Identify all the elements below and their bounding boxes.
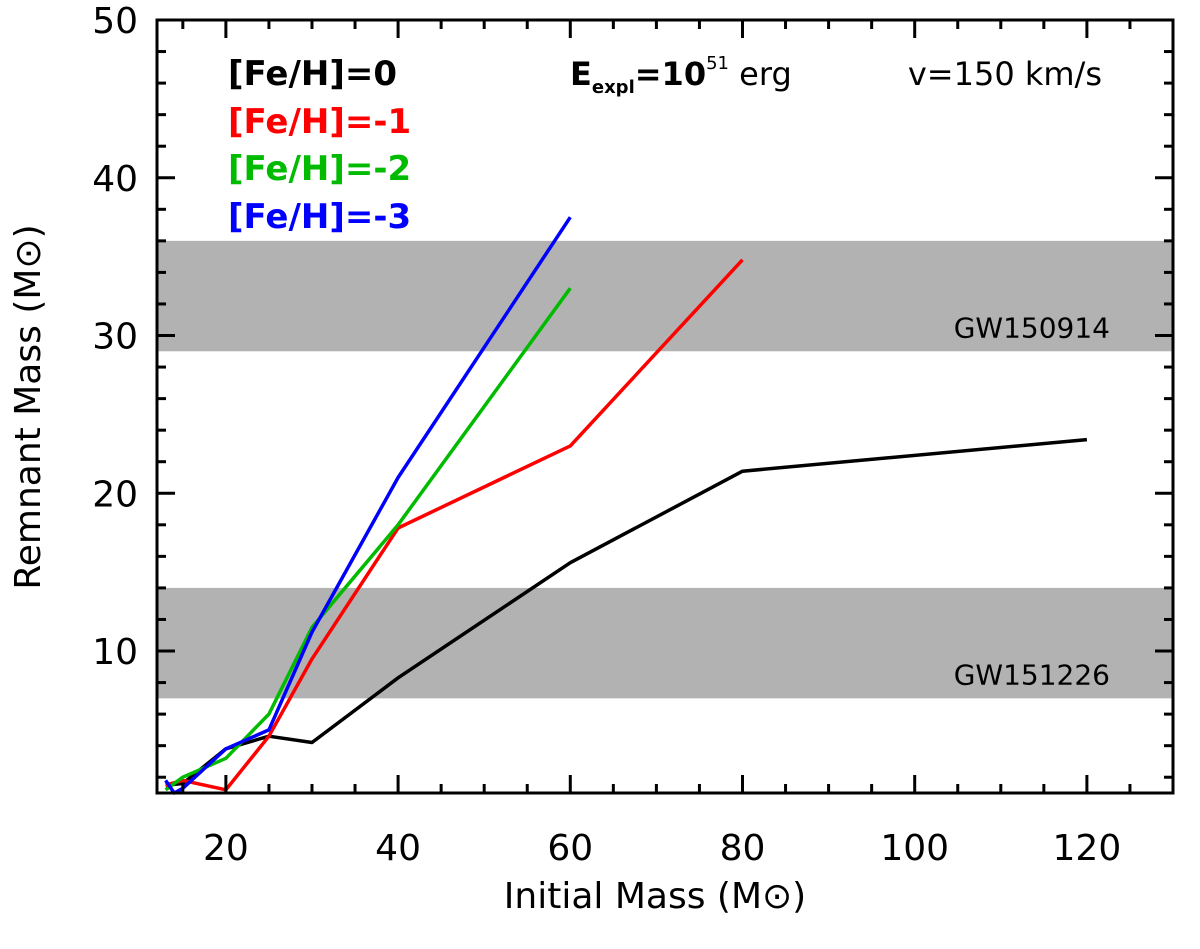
- legend-entry-3: [Fe/H]=-3: [228, 197, 411, 237]
- legend-entry-0: [Fe/H]=0: [228, 54, 397, 94]
- energy-suffix: erg: [729, 55, 792, 93]
- legend-entry-value: 0: [373, 54, 397, 94]
- y-tick-label: 40: [92, 159, 138, 200]
- legend-entry-prefix: [Fe/H]=: [228, 197, 373, 237]
- x-tick-label: 20: [203, 828, 249, 869]
- y-tick-label: 10: [92, 632, 138, 673]
- y-tick-label: 30: [92, 317, 138, 358]
- legend-entry-prefix: [Fe/H]=: [228, 102, 373, 142]
- energy-prefix: E: [570, 55, 592, 93]
- y-tick-label: 20: [92, 474, 138, 515]
- y-axis-label: Remnant Mass (M⊙): [8, 224, 49, 589]
- legend-entry-prefix: [Fe/H]=: [228, 149, 373, 189]
- energy-subscript: expl: [592, 77, 635, 98]
- energy-exponent: 51: [706, 53, 729, 74]
- lines-layer: [164, 216, 1088, 795]
- x-tick-label: 120: [1053, 828, 1122, 869]
- band-label-gw150914: GW150914: [954, 311, 1110, 344]
- legend-entry-value: -2: [373, 149, 411, 189]
- band-gw150914: [157, 240, 1173, 352]
- x-axis-label: Initial Mass (M⊙): [504, 876, 806, 917]
- legend-entry-prefix: [Fe/H]=: [228, 54, 373, 94]
- x-tick-label: 40: [375, 828, 421, 869]
- energy-mid: =10: [635, 55, 706, 93]
- plot-frame: [155, 18, 1175, 795]
- x-tick-label: 60: [547, 828, 593, 869]
- velocity-annotation: v=150 km/s: [908, 55, 1102, 93]
- legend: [Fe/H]=0 [Fe/H]=-1 [Fe/H]=-2 [Fe/H]=-3: [228, 54, 411, 237]
- y-tick-label: 50: [92, 1, 138, 42]
- legend-entry-1: [Fe/H]=-1: [228, 102, 411, 142]
- legend-entry-value: -1: [373, 102, 411, 142]
- legend-entry-value: -3: [373, 197, 411, 237]
- x-tick-label: 80: [720, 828, 766, 869]
- x-tick-label: 100: [880, 828, 949, 869]
- ticks-layer: 20 40 60 80 100 120 10 20 30 40 50: [92, 1, 1173, 869]
- legend-entry-2: [Fe/H]=-2: [228, 149, 411, 189]
- explosion-energy-annotation: Eexpl=1051 erg: [570, 53, 792, 98]
- band-label-gw151226: GW151226: [954, 658, 1110, 691]
- series-line-2: [164, 287, 572, 792]
